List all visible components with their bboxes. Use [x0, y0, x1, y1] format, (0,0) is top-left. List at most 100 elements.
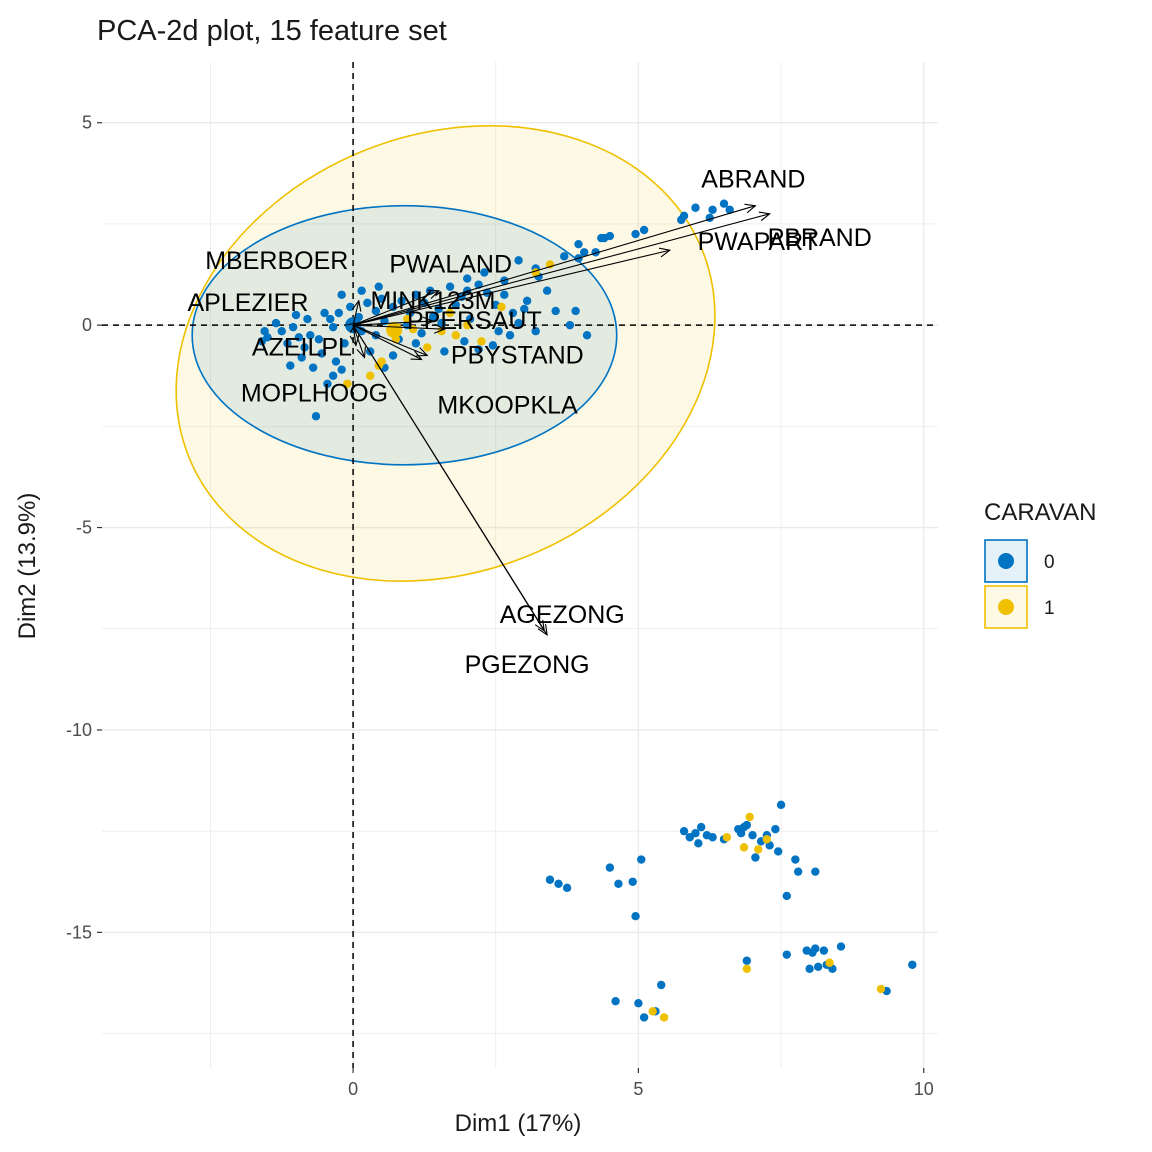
data-point-group-1	[451, 331, 461, 340]
data-point-group-1	[739, 843, 749, 852]
variable-arrow-mkoopkla	[352, 324, 422, 361]
arrow-head-abrand	[744, 203, 757, 214]
data-point-group-0	[545, 875, 555, 884]
data-point-group-1	[408, 324, 418, 334]
variable-arrow-azeilpl	[352, 325, 357, 346]
variable-label-mink123m: MINK123M	[370, 287, 495, 315]
data-point-group-0	[791, 855, 800, 864]
data-point-group-0	[908, 960, 917, 969]
data-point-group-0	[277, 327, 286, 336]
data-point-group-0	[522, 296, 532, 306]
data-point-group-0	[591, 248, 600, 257]
data-point-group-0	[411, 339, 421, 348]
data-point-group-0	[813, 962, 823, 971]
data-point-group-0	[488, 341, 498, 350]
data-point-group-0	[291, 310, 301, 320]
data-point-group-0	[774, 847, 783, 856]
data-point-group-0	[811, 944, 820, 953]
data-point-group-0	[480, 268, 489, 277]
data-point-group-0	[288, 322, 298, 332]
data-point-group-0	[719, 199, 729, 208]
x-tick-label: 0	[348, 1079, 358, 1099]
data-point-group-0	[551, 306, 560, 316]
arrow-head-ppersaut	[433, 323, 446, 334]
data-point-group-0	[748, 831, 757, 840]
data-point-group-0	[805, 964, 814, 974]
data-point-group-0	[677, 215, 686, 225]
data-point-group-0	[725, 205, 734, 214]
variable-arrow-mink123m	[353, 320, 434, 326]
data-point-group-0	[505, 331, 515, 340]
data-point-group-0	[337, 365, 346, 374]
data-point-group-0	[554, 879, 563, 889]
data-point-group-0	[508, 308, 518, 318]
x-tick-label: 5	[633, 1079, 643, 1099]
data-point-group-0	[434, 304, 443, 314]
data-point-group-1	[423, 343, 432, 352]
data-point-group-0	[782, 891, 791, 901]
variable-arrow-pgezong	[352, 324, 548, 636]
data-point-group-0	[437, 318, 446, 328]
variable-arrow-pbystand	[352, 324, 428, 357]
arrow-head-moplhoog	[356, 346, 366, 359]
data-point-group-0	[742, 956, 752, 965]
data-point-group-0	[371, 306, 381, 316]
data-point-group-0	[271, 318, 281, 328]
data-point-group-0	[474, 345, 483, 354]
data-point-group-0	[326, 314, 335, 324]
legend: CARAVAN 0 1	[984, 499, 1096, 629]
data-point-group-0	[377, 294, 386, 304]
variable-label-ppersaut: PPERSAUT	[407, 307, 542, 335]
data-point-group-0	[631, 229, 640, 239]
data-point-group-1	[754, 845, 763, 854]
data-point-group-0	[440, 347, 449, 356]
data-point-group-0	[631, 911, 640, 921]
variable-label-pgezong: PGEZONG	[465, 651, 590, 679]
variable-label-moplhoog: MOPLHOOG	[241, 380, 388, 408]
data-point-group-0	[411, 290, 421, 299]
data-point-group-0	[337, 290, 346, 299]
arrow-head-mkoopkla	[410, 350, 423, 361]
data-point-group-0	[494, 327, 503, 336]
data-point-group-0	[514, 318, 523, 328]
legend-marker-0	[998, 553, 1014, 569]
data-point-group-0	[836, 942, 846, 951]
data-point-group-1	[762, 835, 772, 844]
data-point-group-0	[742, 820, 752, 830]
data-point-group-0	[445, 282, 455, 291]
data-point-group-0	[574, 239, 583, 249]
data-point-group-1	[343, 379, 352, 389]
data-point-group-0	[771, 824, 780, 834]
data-point-group-0	[331, 357, 341, 366]
data-point-group-0	[679, 826, 689, 836]
data-point-group-0	[294, 333, 304, 342]
legend-label-0: 0	[1044, 552, 1055, 573]
arrow-head-pbrand	[758, 211, 771, 222]
data-point-group-0	[565, 320, 575, 330]
data-point-group-1	[403, 314, 412, 324]
data-point-group-0	[311, 412, 321, 421]
data-point-group-0	[782, 950, 791, 959]
data-point-group-0	[303, 314, 312, 324]
data-point-group-0	[297, 353, 306, 362]
data-point-group-0	[542, 286, 552, 295]
arrow-head-mberboer	[351, 299, 362, 312]
data-point-group-0	[694, 839, 703, 848]
data-point-group-0	[776, 800, 786, 810]
data-point-group-0	[639, 225, 649, 235]
variable-arrow-pbrand	[352, 213, 770, 326]
variable-label-pbrand: PBRAND	[768, 224, 872, 252]
variable-arrow-abrand	[352, 205, 756, 326]
data-point-group-0	[323, 379, 332, 389]
variable-label-pbystand: PBYSTAND	[451, 342, 584, 370]
data-point-group-0	[286, 361, 295, 370]
data-point-group-0	[388, 351, 398, 360]
variable-label-aplezier: APLEZIER	[188, 289, 309, 317]
data-point-group-0	[691, 828, 700, 838]
data-point-group-0	[397, 296, 406, 306]
data-point-group-0	[308, 363, 318, 372]
data-point-group-0	[560, 252, 569, 261]
variable-label-azeilpl: AZEILPL	[252, 333, 352, 361]
